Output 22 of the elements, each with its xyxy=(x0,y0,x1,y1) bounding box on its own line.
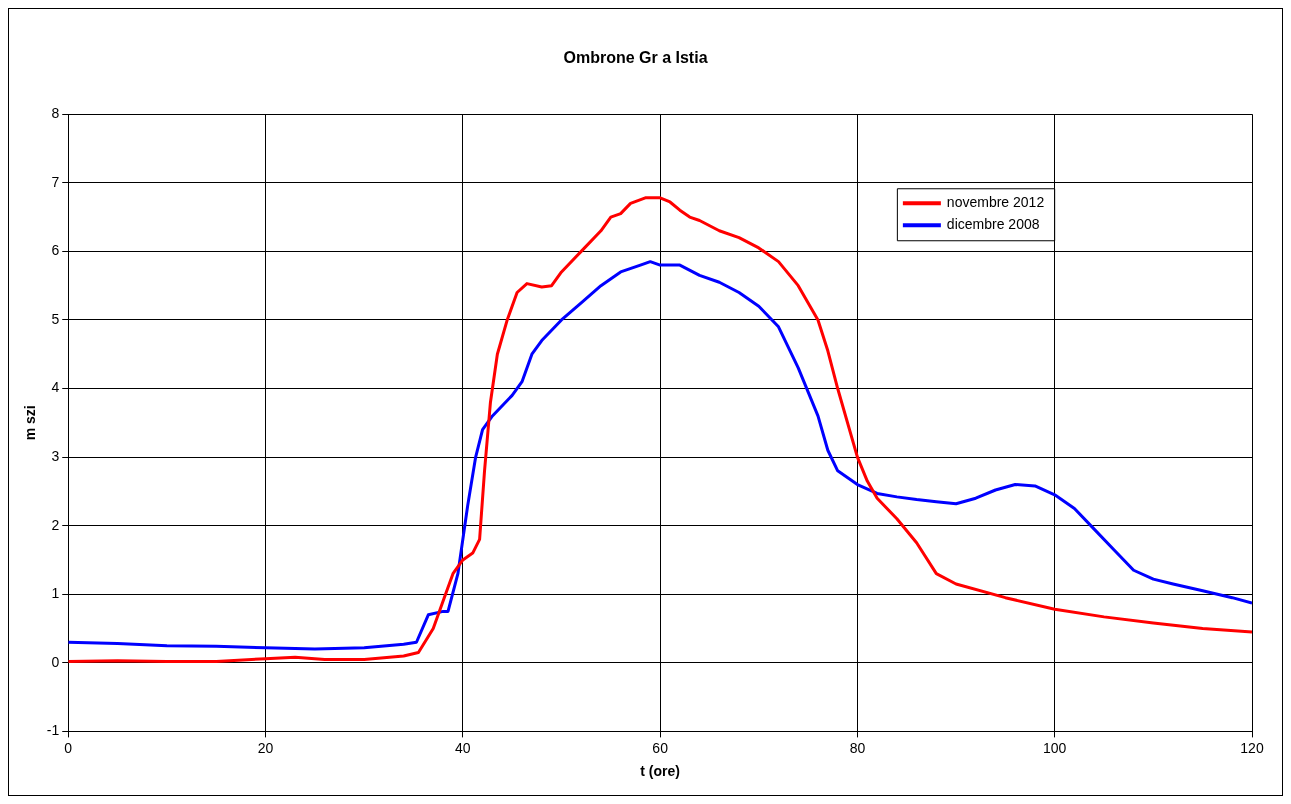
x-tick-label: 80 xyxy=(849,739,866,756)
y-tick-label: 1 xyxy=(51,585,60,602)
y-tick-label: 7 xyxy=(51,173,60,190)
x-tick-label: 60 xyxy=(652,739,669,756)
y-tick-label: 2 xyxy=(51,516,60,533)
x-tick-label: 120 xyxy=(1240,739,1264,756)
x-tick-label: 20 xyxy=(257,739,274,756)
x-axis-title: t (ore) xyxy=(640,763,680,780)
y-tick-label: -1 xyxy=(46,722,60,739)
x-tick-label: 0 xyxy=(64,739,73,756)
x-tick-label: 100 xyxy=(1043,739,1067,756)
legend-label: dicembre 2008 xyxy=(946,216,1040,233)
y-tick-label: 3 xyxy=(51,447,60,464)
y-axis-title: m szi xyxy=(22,405,39,441)
y-tick-label: 4 xyxy=(51,379,60,396)
y-tick-label: 5 xyxy=(51,310,60,327)
y-tick-label: 8 xyxy=(51,105,60,122)
y-tick-label: 0 xyxy=(51,653,60,670)
chart-title: Ombrone Gr a Istia xyxy=(563,49,708,67)
y-tick-label: 6 xyxy=(51,242,60,259)
legend-label: novembre 2012 xyxy=(946,194,1045,211)
x-tick-label: 40 xyxy=(455,739,471,756)
